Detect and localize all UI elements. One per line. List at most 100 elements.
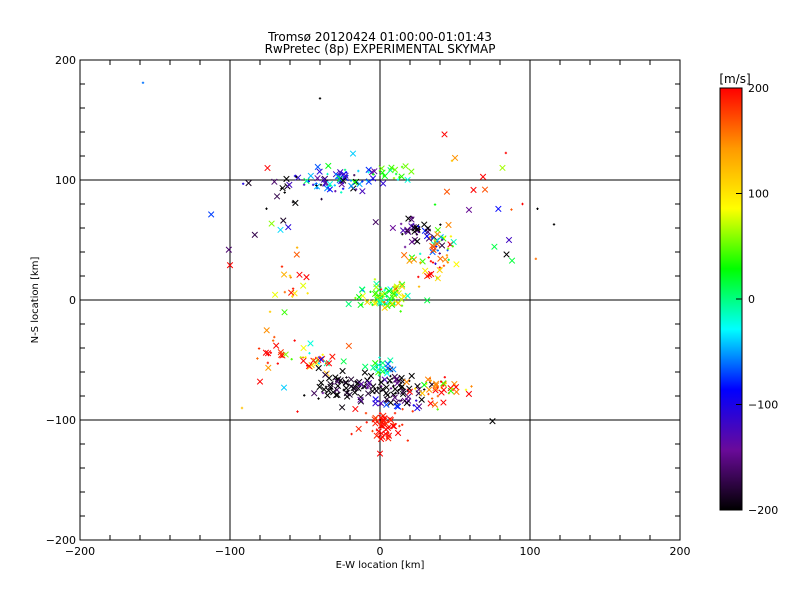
data-point-plus: [397, 391, 400, 395]
data-point-plus: [338, 173, 342, 176]
data-point-plus: [536, 207, 539, 210]
data-point-cross: [345, 300, 352, 308]
data-point-plus: [271, 339, 275, 342]
data-point-cross: [305, 363, 313, 370]
data-point-cross: [404, 292, 411, 299]
data-point-cross: [430, 246, 437, 254]
data-point-plus: [365, 421, 368, 424]
data-point-cross: [362, 363, 369, 370]
data-point-plus: [345, 376, 348, 379]
data-point-cross: [280, 271, 288, 278]
data-point-plus: [398, 399, 402, 403]
data-point-cross: [499, 164, 506, 172]
data-point-plus: [443, 236, 446, 239]
data-point-plus: [321, 353, 324, 356]
data-point-plus: [436, 240, 439, 243]
data-point-plus: [393, 411, 397, 415]
data-point-cross: [273, 193, 281, 200]
data-point-plus: [379, 288, 383, 291]
data-point-plus: [446, 248, 449, 252]
data-point-plus: [350, 432, 353, 436]
data-point-cross: [342, 172, 349, 179]
data-point-plus: [429, 259, 433, 263]
data-point-plus: [305, 180, 309, 183]
data-point-cross: [383, 401, 390, 408]
data-point-cross: [376, 298, 383, 305]
data-point-cross: [333, 386, 341, 394]
data-point-cross: [394, 403, 402, 410]
data-point-cross: [422, 267, 429, 274]
data-point-cross: [268, 220, 275, 227]
data-point-plus: [430, 397, 434, 400]
data-point-plus: [411, 410, 414, 413]
data-point-cross: [399, 390, 407, 398]
data-point-plus: [447, 258, 450, 262]
data-point-cross: [379, 180, 387, 187]
data-point-cross: [280, 217, 287, 224]
data-point-cross: [414, 227, 421, 234]
data-point-plus: [410, 256, 413, 259]
y-axis-ticks: −200 −100 0 100 200: [46, 54, 680, 547]
data-point-cross: [313, 183, 321, 190]
data-point-cross: [389, 224, 397, 232]
data-point-cross: [403, 378, 410, 386]
data-point-cross: [451, 154, 459, 162]
data-point-cross: [390, 366, 397, 373]
data-point-cross: [352, 405, 359, 413]
data-point-cross: [285, 223, 292, 231]
data-point-plus: [375, 366, 378, 369]
data-point-cross: [378, 379, 385, 386]
data-point-plus: [504, 151, 508, 155]
data-point-plus: [276, 362, 280, 365]
data-point-cross: [453, 261, 460, 268]
data-point-plus: [357, 169, 360, 173]
data-point-cross: [381, 304, 388, 311]
data-point-cross: [379, 359, 386, 367]
data-point-plus: [399, 222, 403, 226]
data-point-cross: [320, 176, 328, 183]
data-point-cross: [367, 372, 375, 380]
data-point-plus: [394, 391, 397, 395]
data-point-cross: [355, 425, 362, 433]
colorbar-label: [m/s]: [719, 72, 750, 86]
data-point-plus: [366, 386, 369, 390]
data-point-plus: [290, 358, 293, 361]
data-point-cross: [352, 384, 359, 391]
data-point-cross: [365, 178, 372, 185]
data-point-cross: [386, 288, 393, 295]
data-point-cross: [428, 270, 435, 278]
data-point-plus: [339, 191, 343, 194]
data-point-cross: [424, 225, 432, 232]
data-point-cross: [372, 396, 379, 403]
data-point-plus: [361, 180, 364, 183]
data-point-plus: [400, 165, 404, 169]
data-point-cross: [431, 401, 439, 408]
data-point-cross: [434, 231, 441, 238]
data-point-plus: [376, 386, 379, 389]
data-point-cross: [398, 281, 406, 288]
data-point-plus: [436, 394, 440, 398]
data-point-plus: [295, 175, 298, 179]
data-point-plus: [428, 236, 432, 239]
data-point-plus: [315, 186, 319, 190]
colorbar-ticks: 200 100 0 −100 −200: [736, 82, 778, 517]
data-point-cross: [436, 266, 443, 274]
data-point-cross: [443, 188, 451, 195]
data-point-plus: [398, 424, 401, 428]
data-point-cross: [264, 350, 272, 357]
data-point-plus: [288, 274, 292, 277]
data-point-cross: [376, 450, 384, 457]
data-point-cross: [347, 376, 355, 383]
data-point-cross: [388, 164, 395, 171]
data-point-plus: [417, 275, 420, 279]
data-point-cross: [450, 238, 457, 246]
data-point-plus: [303, 394, 306, 397]
data-point-plus: [317, 397, 320, 400]
y-axis-label: N-S location [km]: [30, 257, 41, 344]
data-point-plus: [280, 187, 283, 190]
data-point-cross: [340, 358, 347, 365]
data-point-plus: [378, 422, 381, 426]
data-point-cross: [271, 178, 278, 185]
data-point-plus: [335, 377, 339, 381]
data-point-cross: [314, 163, 321, 171]
